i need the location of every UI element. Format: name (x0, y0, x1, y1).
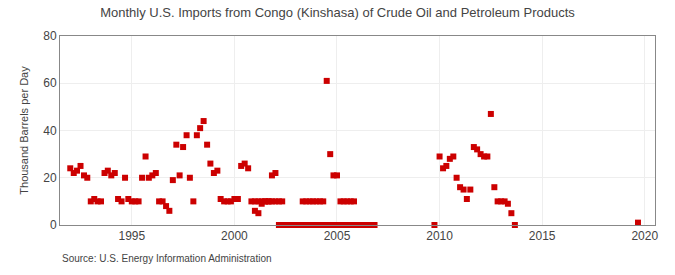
svg-text:Thousand Barrels per Day: Thousand Barrels per Day (18, 66, 30, 195)
svg-text:20: 20 (43, 171, 57, 185)
svg-text:1995: 1995 (118, 229, 145, 243)
svg-text:2015: 2015 (529, 229, 556, 243)
svg-text:60: 60 (43, 76, 57, 90)
svg-text:Source: U.S. Energy Informatio: Source: U.S. Energy Information Administ… (62, 253, 272, 264)
svg-text:2010: 2010 (426, 229, 453, 243)
svg-text:0: 0 (50, 218, 57, 232)
svg-text:2020: 2020 (631, 229, 658, 243)
svg-text:2005: 2005 (324, 229, 351, 243)
svg-text:Monthly U.S. Imports from Cong: Monthly U.S. Imports from Congo (Kinshas… (100, 5, 575, 20)
svg-text:2000: 2000 (221, 229, 248, 243)
svg-text:80: 80 (43, 29, 57, 43)
svg-text:40: 40 (43, 124, 57, 138)
